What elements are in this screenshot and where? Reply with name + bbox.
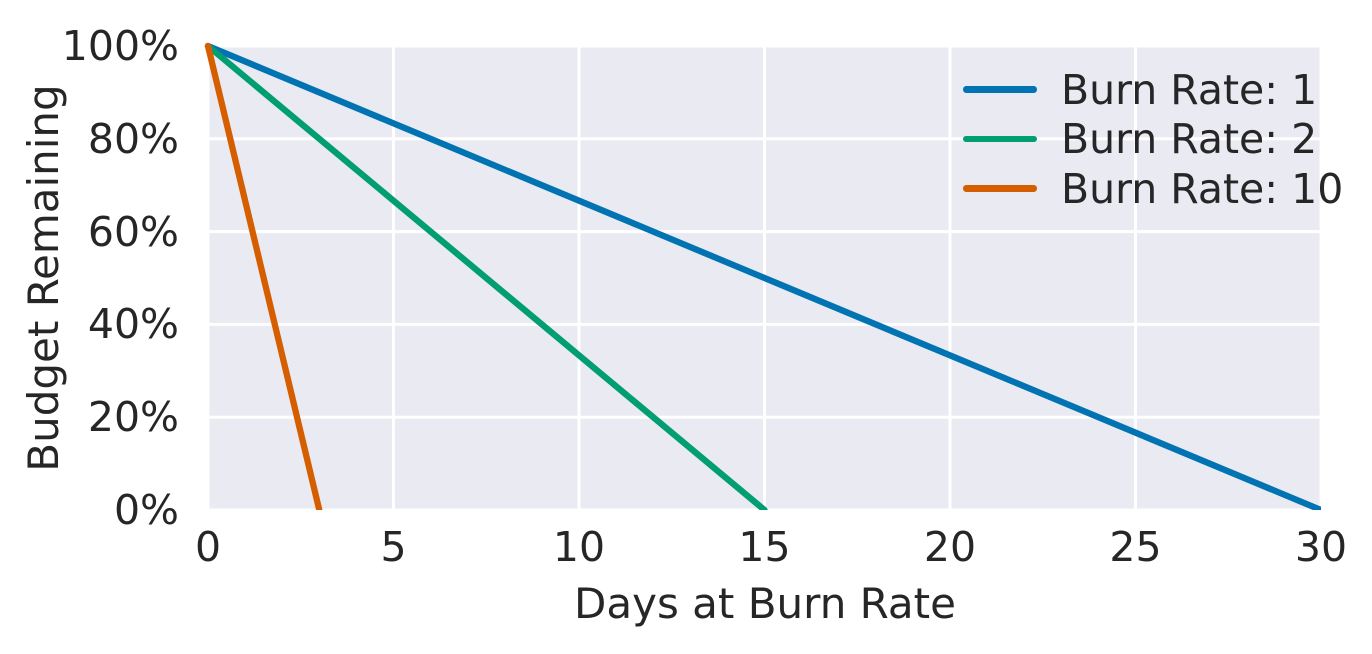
x-axis-label: Days at Burn Rate — [574, 579, 956, 628]
legend-line-swatch — [963, 86, 1037, 93]
legend-entry: Burn Rate: 10 — [963, 164, 1343, 214]
y-tick-label: 0% — [113, 486, 179, 534]
x-tick-label: 20 — [923, 523, 977, 571]
y-tick-label: 100% — [61, 22, 179, 70]
legend-label: Burn Rate: 1 — [1061, 65, 1318, 114]
legend-line-swatch — [963, 185, 1037, 192]
x-tick-label: 5 — [380, 523, 407, 571]
legend-label: Burn Rate: 2 — [1061, 115, 1318, 163]
legend-label: Burn Rate: 10 — [1061, 164, 1344, 213]
x-tick-label: 10 — [552, 523, 606, 571]
legend-entry: Burn Rate: 1 — [963, 65, 1343, 115]
legend-line-swatch — [963, 135, 1037, 143]
series-line — [204, 42, 1321, 510]
series-line — [204, 42, 323, 510]
x-tick-label: 0 — [194, 523, 222, 571]
legend-entry: Burn Rate: 2 — [963, 114, 1343, 164]
y-tick-label: 40% — [87, 300, 179, 349]
legend: Burn Rate: 1 Burn Rate: 2 Burn Rate: 10 — [963, 65, 1343, 214]
series-line — [204, 42, 768, 510]
y-tick-label: 20% — [87, 393, 179, 442]
y-tick-label: 60% — [87, 207, 179, 256]
y-axis-label: Budget Remaining — [19, 84, 68, 472]
x-tick-label: 25 — [1109, 523, 1162, 571]
x-tick-label: 30 — [1294, 523, 1348, 571]
x-tick-label: 15 — [738, 523, 791, 571]
y-tick-label: 80% — [87, 114, 179, 163]
